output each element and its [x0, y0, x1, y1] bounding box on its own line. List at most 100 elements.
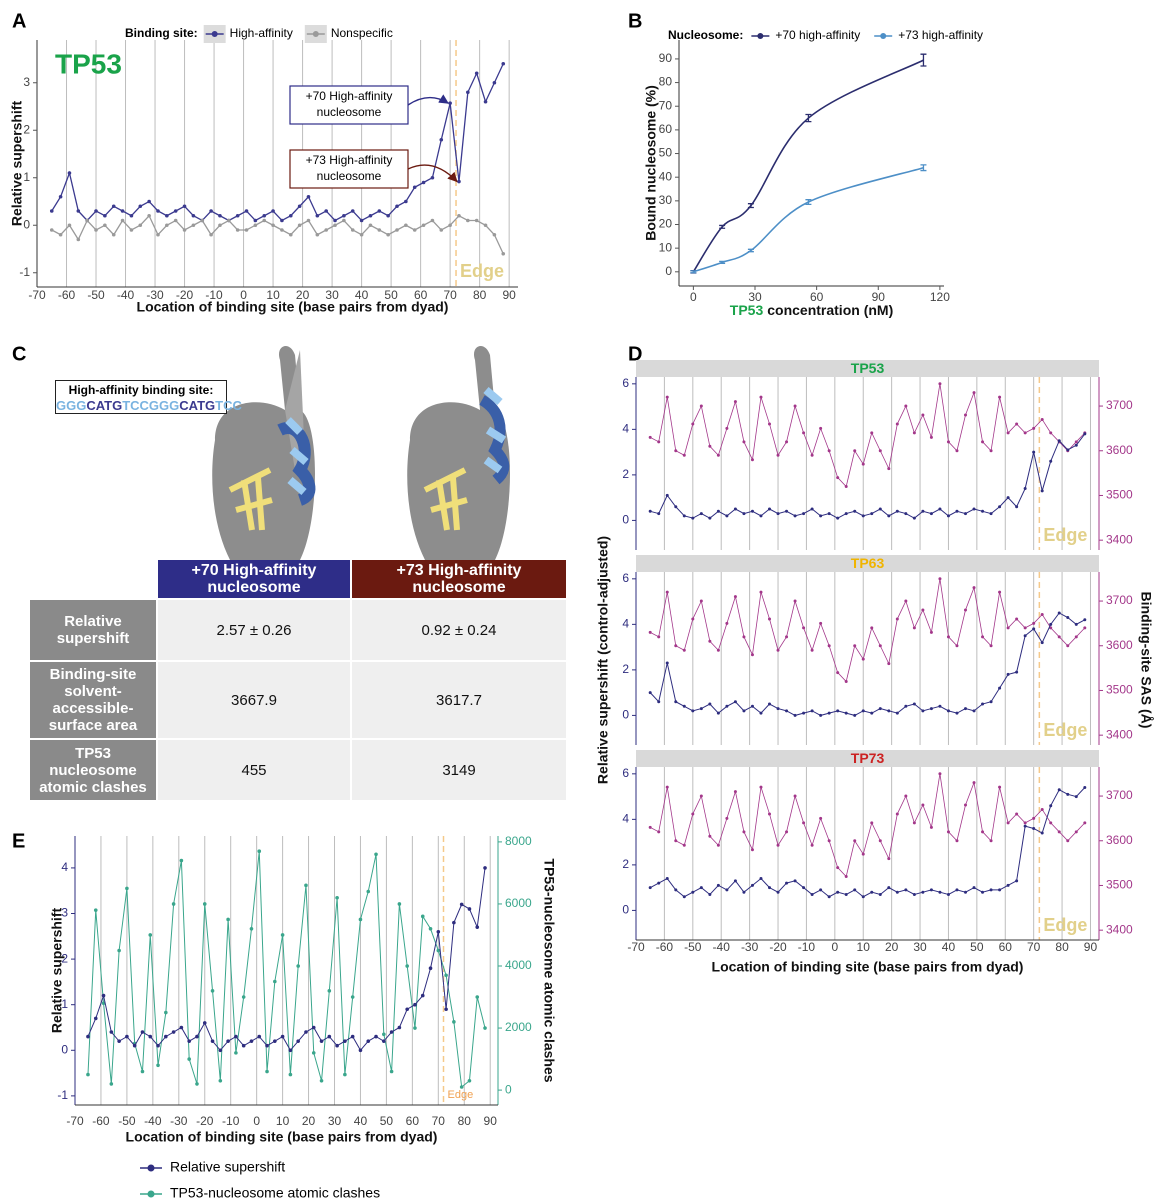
data-point [1075, 795, 1078, 798]
data-point [913, 703, 916, 706]
x-tick-label: -40 [117, 288, 135, 302]
data-point [366, 890, 370, 894]
data-point [335, 1044, 339, 1048]
table-cell: 0.92 ± 0.24 [352, 600, 566, 660]
table-cell: 3617.7 [352, 662, 566, 738]
data-point [390, 1070, 394, 1074]
y-tick-label: 0 [622, 513, 629, 527]
data-point [195, 1035, 199, 1039]
data-point [998, 687, 1001, 690]
data-point [759, 396, 762, 399]
data-point [273, 1039, 277, 1043]
data-point [390, 1030, 394, 1034]
x-tick-label: 40 [942, 940, 956, 954]
data-point [930, 631, 933, 634]
data-point [751, 510, 754, 513]
data-point [725, 622, 728, 625]
data-point [930, 436, 933, 439]
data-point [444, 974, 448, 978]
x-tick-label: 90 [1084, 940, 1098, 954]
data-point [1058, 611, 1061, 614]
data-point [50, 228, 54, 232]
data-point [691, 891, 694, 894]
data-point [904, 888, 907, 891]
data-point [964, 707, 967, 710]
data-point [1066, 793, 1069, 796]
data-point [298, 204, 302, 208]
x-tick-label: 10 [857, 940, 871, 954]
x-tick-label: 90 [502, 288, 516, 302]
data-point [466, 90, 470, 94]
data-point [666, 591, 669, 594]
figure: C A-70-60-50-40-30-20-100102030405060708… [0, 0, 1156, 1202]
data-point [398, 902, 402, 906]
data-point [768, 508, 771, 511]
data-point [674, 888, 677, 891]
data-point [785, 709, 788, 712]
panel-label: E [12, 830, 25, 852]
data-point [1007, 496, 1010, 499]
data-point [94, 1017, 98, 1021]
data-point [312, 1026, 316, 1030]
data-point [973, 886, 976, 889]
annotation-text: nucleosome [317, 169, 382, 183]
data-point [148, 933, 152, 937]
data-point [1041, 832, 1044, 835]
data-point [1007, 884, 1010, 887]
data-point [657, 830, 660, 833]
data-point [413, 185, 417, 189]
data-point [351, 1035, 355, 1039]
data-point [245, 209, 249, 213]
annotation-text: +73 High-affinity [306, 153, 393, 167]
data-point [68, 223, 72, 227]
data-point [359, 1048, 363, 1052]
data-point [125, 887, 129, 891]
data-point [273, 980, 277, 984]
data-point [1041, 489, 1044, 492]
data-point [964, 608, 967, 611]
data-point [1075, 444, 1078, 447]
data-point [133, 1044, 137, 1048]
data-point [484, 100, 488, 104]
data-point [947, 709, 950, 712]
data-point [768, 812, 771, 815]
sequence-segment: CATG [179, 398, 215, 413]
y-tick-label: 2 [622, 662, 629, 676]
data-point [683, 649, 686, 652]
data-point [666, 877, 669, 880]
data-point [1041, 418, 1044, 421]
data-point [998, 786, 1001, 789]
y-tick-label: 30 [659, 193, 673, 207]
data-point [413, 1003, 417, 1007]
data-point [1075, 440, 1078, 443]
data-point [938, 382, 941, 385]
data-point [265, 1044, 269, 1048]
data-point [281, 933, 285, 937]
y-tick-label: 2 [622, 857, 629, 871]
annotation-text: nucleosome [317, 105, 382, 119]
data-point [1032, 427, 1035, 430]
data-point [930, 707, 933, 710]
data-point [964, 803, 967, 806]
data-point [1083, 821, 1086, 824]
data-point [938, 891, 941, 894]
data-point [328, 1035, 332, 1039]
data-point [887, 662, 890, 665]
data-point [242, 995, 246, 999]
data-point [431, 219, 435, 223]
data-point [1083, 432, 1086, 435]
data-point [1066, 616, 1069, 619]
axis-title: Binding-site SAS (Å) [1138, 592, 1154, 729]
data-point [819, 888, 822, 891]
data-point [981, 703, 984, 706]
data-point [1066, 448, 1069, 451]
data-point [125, 1035, 129, 1039]
data-point [395, 228, 399, 232]
data-point [845, 512, 848, 515]
panel-label: A [12, 10, 26, 32]
y-tick-label: 3600 [1106, 638, 1133, 652]
data-point [708, 703, 711, 706]
data-point [717, 510, 720, 513]
data-line [650, 613, 1085, 715]
data-point [742, 635, 745, 638]
